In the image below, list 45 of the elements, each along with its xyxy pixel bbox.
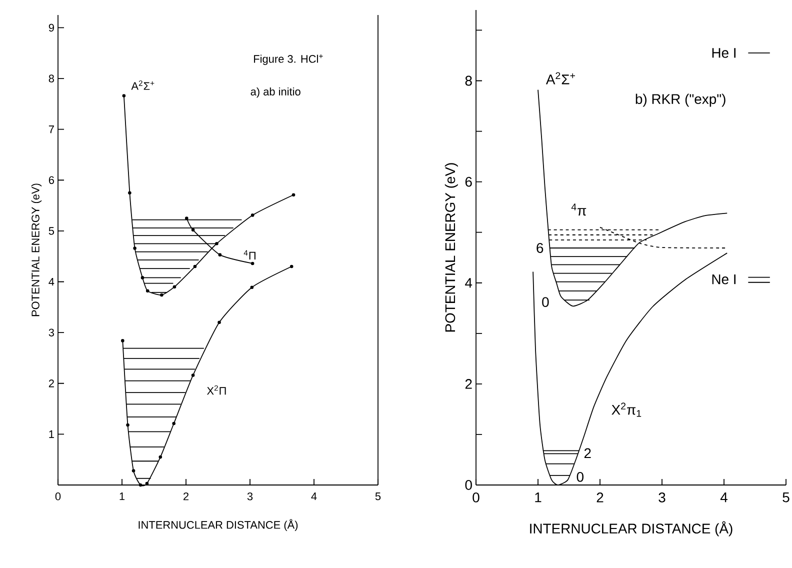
x-tick-label: 2: [596, 492, 604, 502]
text: a) ab initio: [250, 87, 300, 98]
y-tick-label: 4: [465, 278, 472, 288]
x-tick-label: 2: [184, 492, 188, 500]
y-tick-label: 7: [48, 126, 54, 134]
x-axis-title: INTERNUCLEAR DISTANCE (Å): [530, 521, 732, 536]
annotation: 2: [584, 448, 591, 458]
y-tick-label: 0: [465, 480, 472, 490]
text: b) RKR ("exp"): [636, 94, 726, 107]
y-tick-label: 1: [49, 430, 54, 438]
annotation: 0: [542, 297, 549, 308]
y-tick-label: 8: [465, 76, 472, 86]
annotation: 0: [576, 472, 584, 482]
y-tick-label: 9: [48, 24, 54, 32]
x-tick-label: 5: [782, 492, 790, 502]
annotation: $^{4}$π: [571, 204, 586, 216]
annotation: A$^{2}$Σ$^{+}$: [546, 72, 575, 84]
y-tick-label: 6: [465, 176, 472, 187]
x-tick-label: 1: [120, 492, 125, 500]
annotation: He I: [712, 48, 736, 58]
y-tick-label: 5: [48, 227, 54, 235]
x-tick-label: 0: [55, 492, 61, 500]
annotation: Ne I: [712, 274, 736, 284]
y-tick-label: 6: [48, 176, 54, 184]
x-axis-title: INTERNUCLEAR DISTANCE (Å): [138, 519, 298, 531]
x-tick-label: 1: [535, 492, 542, 502]
y-axis-title: POTENTIAL ENERGY (eV): [444, 163, 458, 332]
x-tick-label: 3: [247, 492, 253, 500]
y-axis-title: POTENTIAL ENERGY (eV): [31, 184, 42, 316]
y-tick-label: 2: [465, 379, 472, 389]
annotation: X$^{2}$π$_{1}$: [612, 402, 642, 417]
y-tick-label: 4: [48, 278, 54, 286]
x-tick-label: 5: [375, 492, 381, 500]
annotation: A$^{2}$Σ$^{+}$: [131, 80, 154, 90]
annotation: X$^{2}$Π: [206, 385, 226, 395]
x-tick-label: 0: [472, 492, 480, 502]
y-tick-label: 8: [48, 74, 54, 82]
text: Figure 3. HCl$^{+}$: [254, 54, 323, 65]
annotation: $^{4}$Π: [244, 250, 256, 260]
y-tick-label: 2: [48, 380, 54, 388]
y-tick-label: 3: [48, 328, 54, 336]
x-tick-label: 4: [720, 492, 728, 502]
annotation: 6: [536, 243, 544, 253]
x-tick-label: 4: [311, 492, 317, 500]
x-tick-label: 3: [658, 492, 666, 502]
